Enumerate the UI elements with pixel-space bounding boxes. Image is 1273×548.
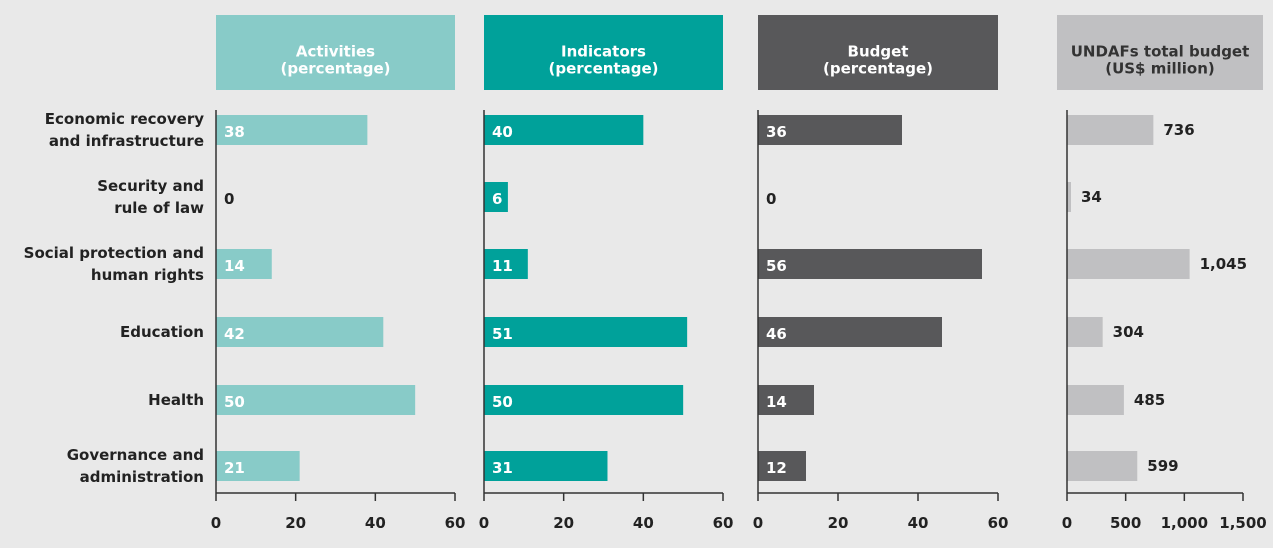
bar [216, 317, 384, 347]
bar [216, 115, 368, 145]
x-tick-label: 0 [753, 514, 763, 532]
bar [484, 317, 688, 347]
x-tick-label: 500 [1110, 514, 1141, 532]
header-box [484, 15, 723, 90]
value-label: 12 [766, 459, 787, 477]
header-box [216, 15, 455, 90]
value-label: 0 [224, 190, 234, 208]
bar [1067, 182, 1071, 212]
value-label: 6 [492, 190, 502, 208]
value-label: 485 [1134, 391, 1165, 409]
value-label: 304 [1113, 323, 1144, 341]
x-tick-label: 20 [553, 514, 574, 532]
bar [484, 115, 644, 145]
bar [484, 182, 508, 212]
value-label: 36 [766, 123, 787, 141]
value-label: 51 [492, 325, 513, 343]
bar [758, 249, 982, 279]
value-label: 1,045 [1200, 255, 1247, 273]
value-label: 46 [766, 325, 787, 343]
x-tick-label: 20 [828, 514, 849, 532]
value-label: 14 [224, 257, 245, 275]
x-tick-label: 0 [211, 514, 221, 532]
category-label: Health [148, 391, 204, 409]
x-tick-label: 0 [1062, 514, 1072, 532]
value-label: 50 [492, 393, 513, 411]
bar [758, 115, 902, 145]
series-header: Activities (percentage) [281, 42, 391, 77]
value-label: 40 [492, 123, 513, 141]
bar [758, 317, 942, 347]
x-tick-label: 20 [285, 514, 306, 532]
x-tick-label: 60 [445, 514, 466, 532]
category-label: Security and rule of law [97, 177, 204, 217]
bar [1067, 317, 1103, 347]
bar [1067, 115, 1154, 145]
value-label: 736 [1163, 121, 1194, 139]
bar [1067, 385, 1124, 415]
bar [758, 385, 814, 415]
category-label: Social protection and human rights [24, 244, 204, 284]
bar [1067, 249, 1190, 279]
value-label: 599 [1147, 457, 1178, 475]
bar [484, 249, 528, 279]
bar [484, 451, 608, 481]
value-label: 42 [224, 325, 245, 343]
x-tick-label: 1,000 [1161, 514, 1208, 532]
x-tick-label: 0 [479, 514, 489, 532]
category-label: Economic recovery and infrastructure [45, 110, 204, 150]
series-header: Budget (percentage) [823, 42, 933, 77]
value-label: 50 [224, 393, 245, 411]
series-header: UNDAFs total budget (US$ million) [1071, 42, 1250, 77]
bar [216, 385, 416, 415]
header-box [1057, 15, 1263, 90]
x-tick-label: 40 [908, 514, 929, 532]
value-label: 0 [766, 190, 776, 208]
x-tick-label: 40 [365, 514, 386, 532]
x-tick-label: 1,500 [1219, 514, 1266, 532]
value-label: 56 [766, 257, 787, 275]
bar [758, 451, 806, 481]
value-label: 38 [224, 123, 245, 141]
bar [1067, 451, 1138, 481]
bar [484, 385, 684, 415]
bar [216, 249, 272, 279]
category-label: Governance and administration [67, 446, 204, 486]
value-label: 14 [766, 393, 787, 411]
bar [216, 451, 300, 481]
value-label: 34 [1081, 188, 1102, 206]
header-box [758, 15, 998, 90]
category-label: Education [120, 323, 204, 341]
x-tick-label: 60 [713, 514, 734, 532]
x-tick-label: 40 [633, 514, 654, 532]
series-header: Indicators (percentage) [549, 42, 659, 77]
x-tick-label: 60 [988, 514, 1009, 532]
value-label: 31 [492, 459, 513, 477]
value-label: 11 [492, 257, 513, 275]
value-label: 21 [224, 459, 245, 477]
